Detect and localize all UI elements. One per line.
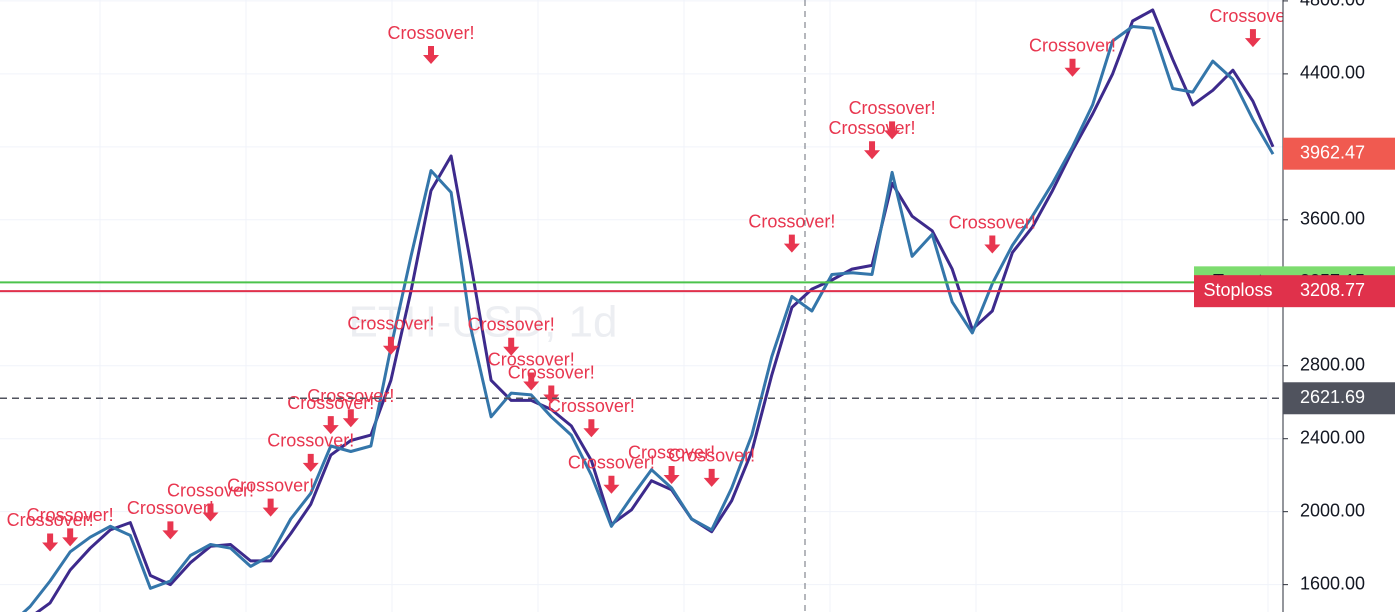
- crossover-arrow: [503, 337, 520, 356]
- price-label-box: [1283, 137, 1395, 170]
- y-tick-label: 2400.00: [1300, 427, 1365, 447]
- crossover-arrow: [603, 475, 620, 494]
- price-axis: 1600.002000.002400.002800.003200.003600.…: [1283, 0, 1395, 593]
- crossover-label: Crossover!: [27, 505, 114, 525]
- crossover-label: Crossover!: [949, 212, 1036, 232]
- crossover-arrow: [262, 498, 279, 517]
- crossover-arrow: [322, 416, 339, 435]
- ma-line: [35, 8, 1275, 612]
- crossover-arrow: [1244, 29, 1261, 48]
- price-label: 3962.47: [1300, 142, 1365, 162]
- crossover-label: Crossover!: [267, 431, 354, 451]
- crossover-label: Crossover!: [307, 386, 394, 406]
- crossover-label: Crossover!: [7, 510, 94, 530]
- crossover-label: Crossover!: [347, 314, 434, 334]
- crossover-label: Crossover!: [568, 453, 655, 473]
- crossover-label: Crossover!: [748, 211, 835, 231]
- crossover-arrow: [302, 453, 319, 472]
- crossover-label: Crossover!: [668, 446, 755, 466]
- crossover-arrow: [523, 372, 540, 391]
- crossover-arrow: [703, 468, 720, 487]
- crossover-label: Crossover!: [488, 349, 575, 369]
- crossover-label: Crossover!: [548, 396, 635, 416]
- crossover-label: Crossover!: [167, 480, 254, 500]
- y-tick-label: 2000.00: [1300, 500, 1365, 520]
- crossover-arrow: [984, 235, 1001, 254]
- grid: [0, 0, 1283, 612]
- crossover-arrow: [382, 336, 399, 355]
- crossover-label: Crossover!: [628, 443, 715, 463]
- y-tick-label: 4400.00: [1300, 63, 1365, 83]
- level-tag: Stoploss: [1203, 280, 1272, 300]
- ma-line: [21, 25, 1275, 612]
- price-label: 2621.69: [1300, 387, 1365, 407]
- crossover-label: Crossover!: [387, 23, 474, 43]
- crossover-label: Crossover!: [508, 362, 595, 382]
- y-tick-label: 3600.00: [1300, 209, 1365, 229]
- crossover-arrow: [62, 528, 79, 547]
- crossover-label: Crossover!: [829, 118, 916, 138]
- crossover-label: Crossover!: [127, 498, 214, 518]
- price-label-box: [1283, 275, 1395, 308]
- crossover-label: Crossover!: [849, 98, 936, 118]
- crossover-arrow: [884, 121, 901, 140]
- crossover-arrow: [162, 521, 179, 540]
- price-label-box: [1283, 382, 1395, 415]
- crossover-label: Crossover!: [1029, 36, 1116, 56]
- y-tick-label: 1600.00: [1300, 573, 1365, 593]
- crossover-label: Crossover!: [468, 314, 555, 334]
- y-tick-label: 4800.00: [1300, 0, 1365, 10]
- crossover-label: Crossover!: [1209, 6, 1296, 26]
- crossover-arrow: [1064, 58, 1081, 77]
- crossover-label: Crossover!: [227, 475, 314, 495]
- crossover-arrow: [583, 419, 600, 438]
- price-label: 3208.77: [1300, 280, 1365, 300]
- crossover-arrow: [342, 409, 359, 428]
- crossover-arrow: [783, 234, 800, 253]
- plot-area: Crossover!Crossover! Crossover!Crossover!…: [0, 6, 1296, 612]
- crossover-arrow: [423, 46, 440, 65]
- crossover-arrow: [42, 533, 59, 552]
- crossover-arrow: [202, 503, 219, 522]
- crossover-arrow: [864, 141, 881, 160]
- y-tick-label: 2800.00: [1300, 354, 1365, 374]
- level-tag-box: [1194, 275, 1283, 308]
- crossover-arrow: [663, 465, 680, 484]
